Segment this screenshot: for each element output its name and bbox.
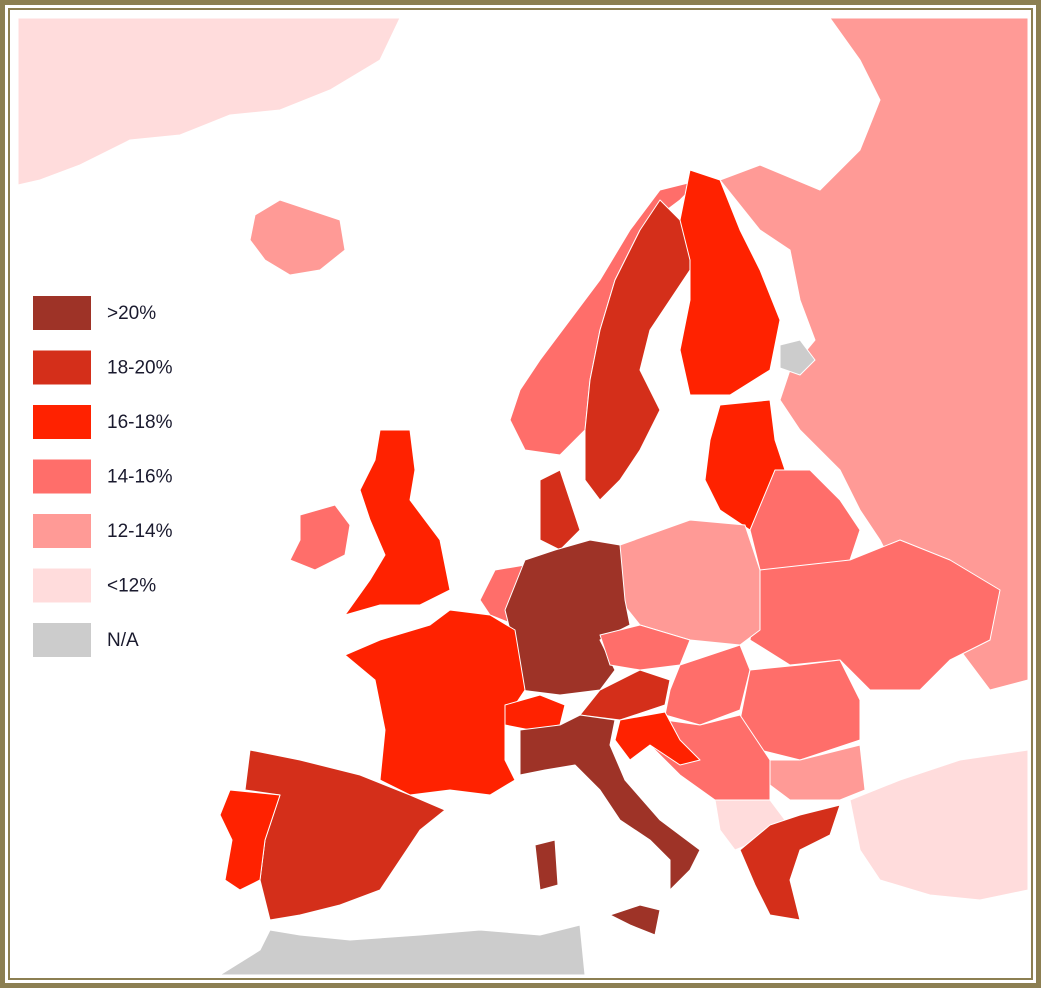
legend-label: 12-14% bbox=[107, 521, 173, 542]
legend-swatch bbox=[33, 350, 91, 385]
country bbox=[584, 199, 691, 501]
frame-line bbox=[8, 8, 1033, 980]
country bbox=[289, 504, 351, 571]
country bbox=[609, 904, 661, 936]
legend: >20% 18-20% 16-18% 14-16% 12-14% <12% N/A bbox=[33, 296, 173, 657]
country bbox=[344, 429, 451, 616]
country bbox=[17, 17, 401, 186]
legend-label: N/A bbox=[107, 630, 139, 651]
country bbox=[219, 924, 586, 976]
country bbox=[849, 749, 1029, 901]
country bbox=[679, 169, 781, 396]
country bbox=[539, 469, 581, 551]
legend-swatch bbox=[33, 514, 91, 548]
legend-swatch bbox=[33, 623, 91, 657]
legend-label: 16-18% bbox=[107, 412, 173, 433]
country bbox=[619, 519, 761, 646]
legend-label: >20% bbox=[107, 303, 156, 324]
country bbox=[504, 539, 631, 696]
country bbox=[614, 711, 701, 766]
legend-swatch bbox=[33, 568, 91, 603]
country bbox=[344, 609, 526, 796]
country bbox=[519, 714, 701, 891]
country bbox=[769, 744, 866, 801]
country bbox=[739, 804, 841, 921]
country bbox=[219, 789, 281, 891]
countries bbox=[17, 17, 1029, 976]
legend-label: 18-20% bbox=[107, 358, 173, 379]
country bbox=[779, 339, 816, 376]
legend-swatch bbox=[33, 405, 91, 439]
legend-swatch bbox=[33, 459, 91, 494]
legend-swatch bbox=[33, 296, 91, 330]
legend-label: 14-16% bbox=[107, 467, 173, 488]
country bbox=[249, 199, 346, 276]
country bbox=[664, 644, 751, 726]
legend-label: <12% bbox=[107, 576, 156, 597]
country bbox=[749, 539, 1001, 691]
country bbox=[534, 839, 559, 891]
country bbox=[719, 17, 1029, 691]
